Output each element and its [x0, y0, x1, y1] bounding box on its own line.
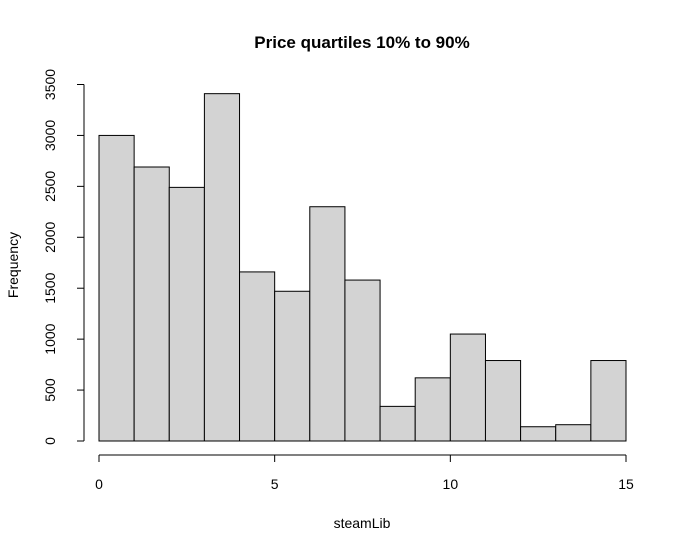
y-tick-label: 0 [42, 437, 58, 445]
histogram-bar [274, 290, 311, 442]
y-axis: 0 500 1000 1500 2000 2500 3000 3500 [42, 69, 85, 445]
histogram-bar [133, 166, 170, 442]
y-tick-label: 2500 [42, 171, 58, 202]
histogram-bar [520, 426, 557, 442]
x-axis: 0 5 10 15 [95, 454, 634, 492]
x-axis-label: steamLib [334, 515, 391, 531]
x-tick-label: 5 [271, 476, 279, 492]
histogram-bar [555, 424, 592, 442]
y-tick-label: 2000 [42, 222, 58, 253]
x-tick-label: 15 [618, 476, 634, 492]
histogram-bar [309, 206, 346, 442]
histogram-bar [98, 134, 135, 442]
histogram-bar [239, 271, 276, 442]
y-tick-label: 1000 [42, 323, 58, 354]
bars-group [98, 93, 627, 442]
histogram-bar [168, 186, 205, 442]
x-tick-label: 10 [443, 476, 459, 492]
histogram-bar [344, 279, 381, 442]
histogram-bar [203, 93, 241, 442]
histogram-bar [484, 360, 522, 442]
y-tick-label: 3500 [42, 69, 58, 100]
chart-title: Price quartiles 10% to 90% [254, 33, 469, 52]
histogram-bar [414, 377, 451, 442]
histogram-bar [379, 405, 416, 442]
y-tick-label: 3000 [42, 120, 58, 151]
y-axis-label: Frequency [5, 232, 21, 298]
histogram-bar [590, 360, 627, 442]
histogram-bar [449, 333, 486, 442]
x-tick-label: 0 [95, 476, 103, 492]
y-tick-label: 500 [42, 378, 58, 402]
y-tick-label: 1500 [42, 272, 58, 303]
